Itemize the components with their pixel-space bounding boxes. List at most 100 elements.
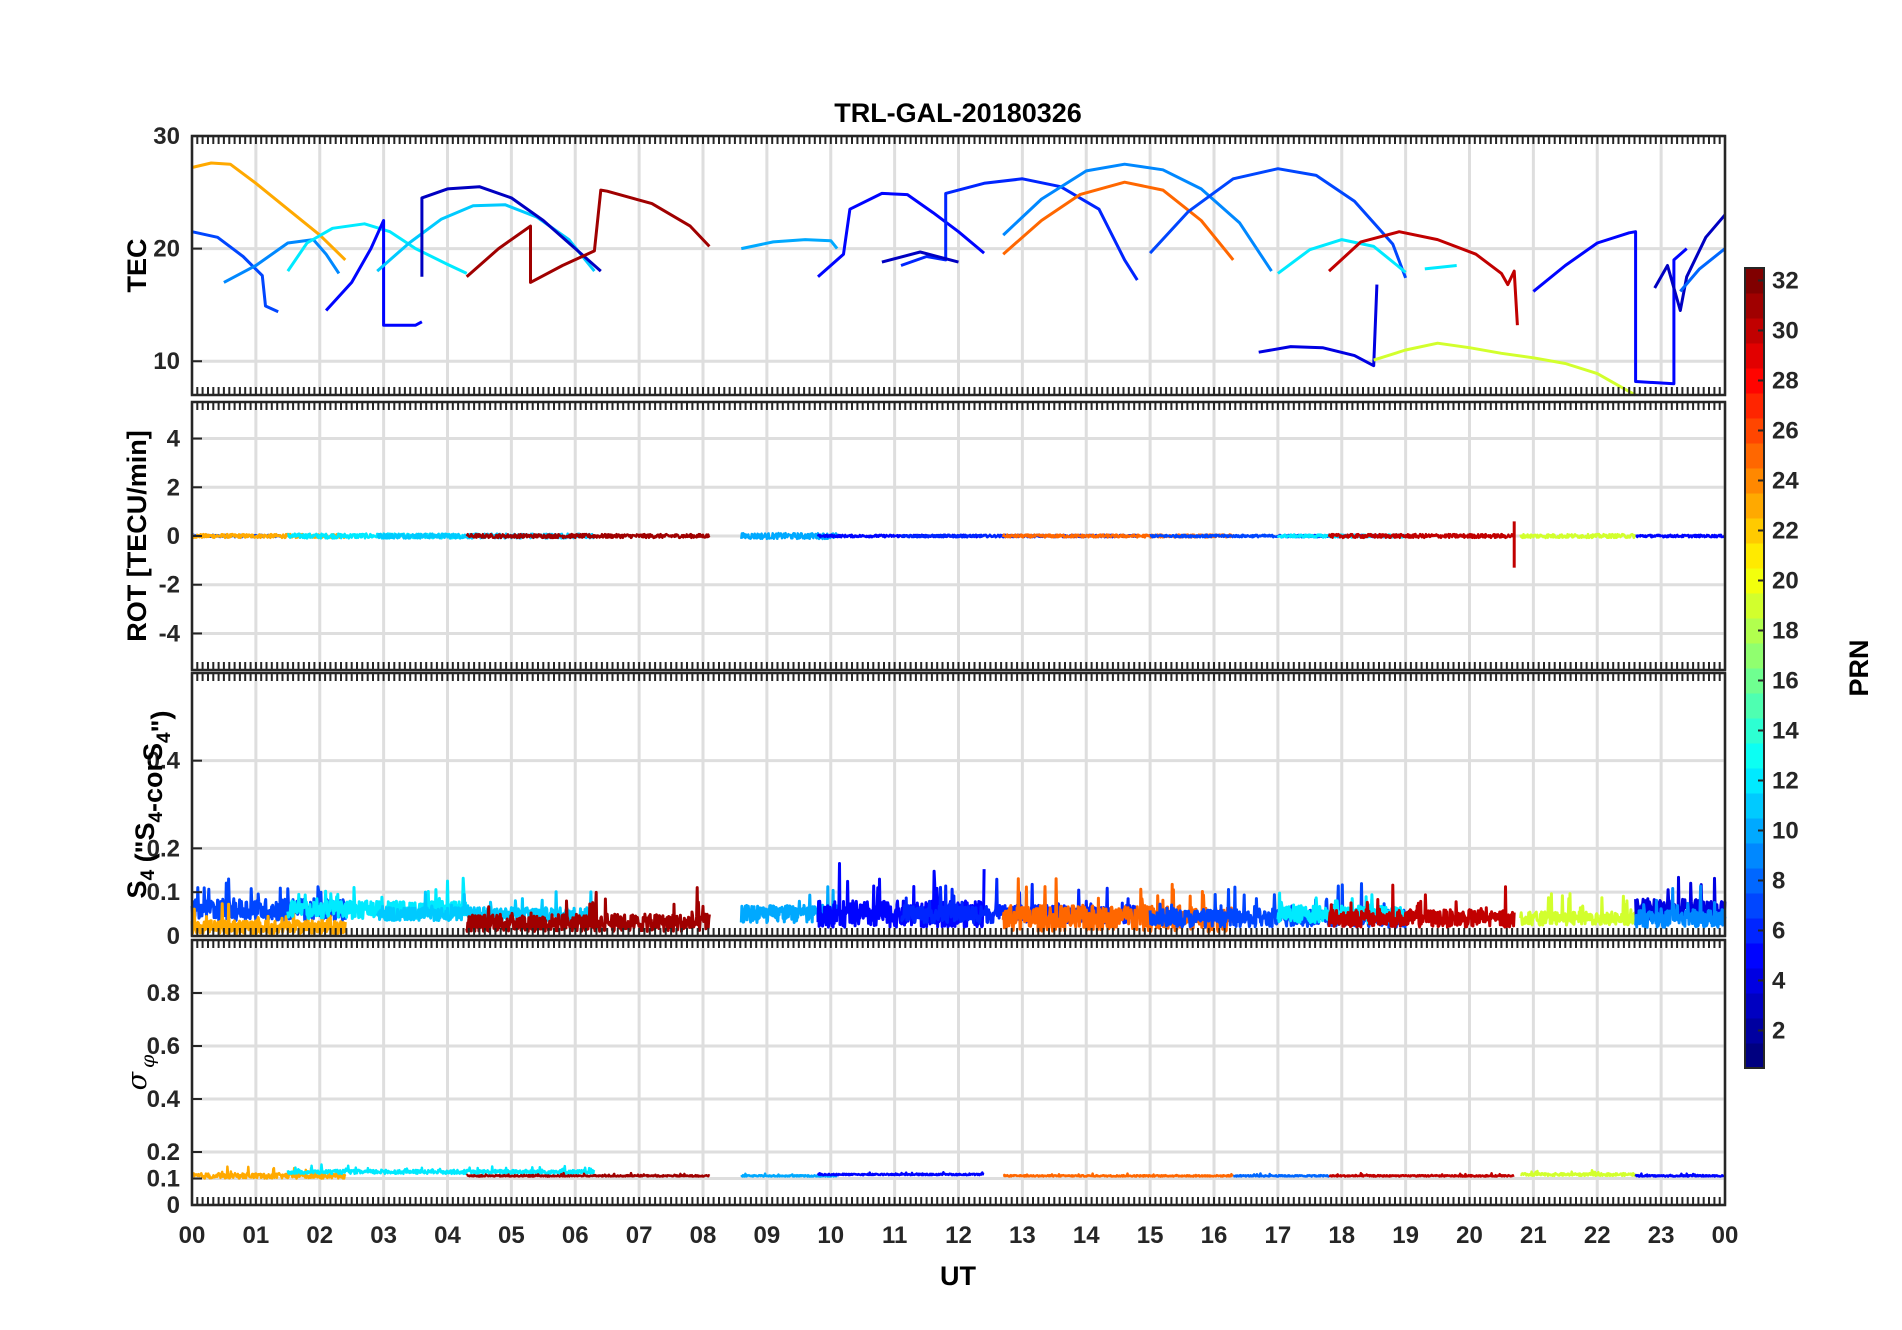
sigma-y-ticks: 00.10.2 0.4 0.6 0.8 [147, 980, 202, 1219]
colorbar-band [1745, 693, 1764, 719]
colorbar-band [1745, 518, 1764, 544]
sigma-series-prn-25 [1002, 1172, 1235, 1178]
sigma-minor-ticks [191, 940, 1726, 1205]
sigma-series [191, 1163, 1726, 1180]
tec-series-prn-4 [1258, 284, 1379, 368]
rot-y-tick-label: 2 [167, 474, 180, 501]
colorbar-label: PRN [1844, 639, 1874, 696]
colorbar-tick-label: 28 [1772, 368, 1799, 395]
colorbar-band [1745, 993, 1764, 1019]
colorbar-band [1745, 493, 1764, 519]
x-tick-labels: 00 01 02 03 04 05 06 07 08 09 10 11 12 13 14 15 16 17 18 19… [179, 1222, 1739, 1249]
tec-series-prn-10 [740, 238, 839, 251]
x-axis-label: UT [940, 1261, 976, 1291]
tec-y-tick-label: 20 [153, 236, 180, 263]
rot-y-tick-label: 4 [167, 426, 181, 453]
rot-y-tick-label: -2 [159, 572, 180, 599]
s4-y-tick-label: 0.4 [147, 748, 181, 775]
colorbar-band [1745, 393, 1764, 419]
x-tick-label: 19 [1392, 1222, 1419, 1249]
tec-series-prn-6 [900, 177, 1139, 281]
rot-series-prn-31 [465, 532, 711, 540]
colorbar-band [1745, 893, 1764, 919]
x-tick-label: 01 [243, 1222, 270, 1249]
rot-y-tick-label: -4 [159, 620, 181, 647]
colorbar-tick-label: 30 [1772, 318, 1799, 345]
s4-series-prn-30 [1327, 883, 1516, 929]
s4-y-axis-label: S4 ("S4-corS4") [122, 711, 176, 899]
s4-series-prn-19 [1519, 892, 1637, 927]
colorbar-tick-label: 20 [1772, 568, 1799, 595]
rot-tick-marks [191, 402, 1726, 670]
colorbar-tick-label: 12 [1772, 768, 1799, 795]
colorbar-tick-label: 16 [1772, 668, 1799, 695]
colorbar-tick-label: 2 [1772, 1018, 1785, 1045]
rot-series [190, 521, 1726, 568]
colorbar-band [1745, 593, 1764, 619]
s4-series-prn-31 [465, 886, 711, 933]
x-tick-label: 11 [882, 1222, 907, 1249]
tec-y-ticks: 10 20 30 [153, 123, 202, 375]
s4-y-ticks: 0 0.1 0.2 0.4 [147, 748, 202, 950]
s4-series-prn-9 [1634, 884, 1727, 929]
sigma-series-prn-5 [816, 1171, 985, 1177]
sigma-y-tick-label: 0.8 [147, 980, 180, 1007]
x-tick-label: 18 [1328, 1222, 1355, 1249]
tec-series-prn-5 [1532, 230, 1688, 386]
tec-series-prn-8 [1679, 247, 1726, 293]
colorbar-tick-label: 8 [1772, 868, 1785, 895]
colorbar-band [1745, 268, 1764, 294]
colorbar-band [1745, 818, 1764, 844]
x-tick-label: 00 [1712, 1222, 1739, 1249]
tec-series-prn-9 [223, 238, 341, 284]
colorbar-band [1745, 418, 1764, 444]
sigma-series-prn-31 [465, 1171, 711, 1178]
tec-series-prn-30 [1327, 230, 1519, 326]
colorbar-tick-label: 6 [1772, 918, 1785, 945]
colorbar-band [1745, 468, 1764, 494]
colorbar-tick-label: 26 [1772, 418, 1799, 445]
s4-series-prn-12 [1276, 891, 1408, 925]
colorbar-tick-label: 24 [1772, 468, 1799, 495]
colorbar-band [1745, 568, 1764, 594]
colorbar-band [1745, 368, 1764, 394]
tec-series-prn-19 [1373, 341, 1637, 397]
sigma-y-tick-label: 0.1 [147, 1166, 180, 1193]
colorbar-band [1745, 768, 1764, 794]
x-tick-label: 05 [498, 1222, 525, 1249]
s4-series [190, 862, 1727, 936]
colorbar-tick-label: 10 [1772, 818, 1799, 845]
colorbar-band [1745, 868, 1764, 894]
colorbar-tick-label: 18 [1772, 618, 1799, 645]
sigma-tick-marks [191, 940, 1726, 1205]
x-tick-label: 08 [690, 1222, 717, 1249]
sigma-series-prn-5 [1634, 1172, 1726, 1178]
tec-tick-marks [191, 136, 1726, 395]
tec-series-prn-3 [881, 250, 959, 264]
x-tick-label: 13 [1009, 1222, 1036, 1249]
tec-series-prn-3 [1653, 213, 1727, 312]
x-tick-label: 14 [1073, 1222, 1100, 1249]
colorbar-band [1745, 743, 1764, 769]
tec-series-prn-11 [376, 203, 596, 273]
colorbar-band [1745, 943, 1764, 969]
tec-series-prn-5 [324, 219, 423, 327]
x-tick-label: 15 [1137, 1222, 1164, 1249]
colorbar-band [1745, 293, 1764, 319]
x-tick-label: 10 [817, 1222, 844, 1249]
rot-minor-ticks [191, 402, 1726, 670]
colorbar-band [1745, 618, 1764, 644]
rot-series-prn-5 [1634, 533, 1726, 539]
colorbar-band [1745, 543, 1764, 569]
x-tick-label: 16 [1201, 1222, 1228, 1249]
panel-tec: 10 20 30 TEC [122, 123, 1727, 397]
x-tick-label: 00 [179, 1222, 206, 1249]
x-tick-label: 09 [754, 1222, 781, 1249]
tec-series-prn-25 [1002, 180, 1235, 261]
sigma-y-tick-label: 0.2 [147, 1139, 180, 1166]
tec-series-prn-31 [465, 188, 711, 284]
tec-series-prn-5 [817, 191, 986, 278]
colorbar-tick-label: 4 [1772, 968, 1786, 995]
